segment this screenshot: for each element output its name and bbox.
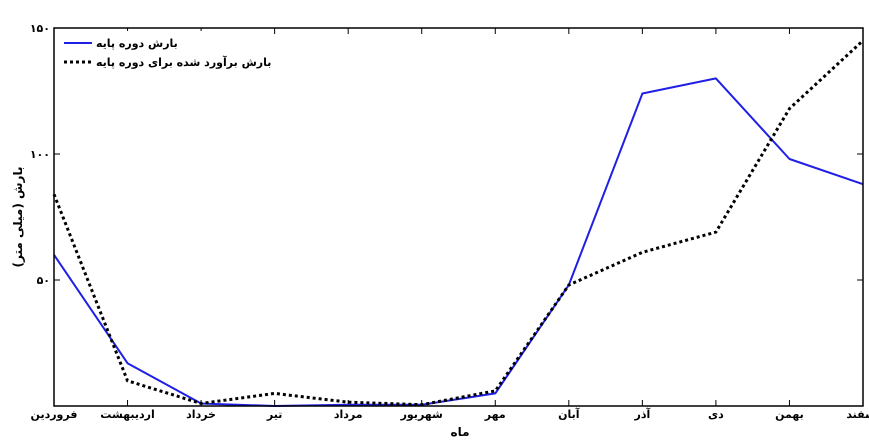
x-tick-label: بهمن	[775, 408, 804, 421]
x-tick-label: فروردین	[31, 408, 78, 421]
x-tick-label: اسفند	[846, 408, 869, 421]
legend-label-series-1: بارش دوره پایه	[96, 37, 178, 50]
x-axis-title: ماه	[450, 425, 469, 439]
x-tick-label: دی	[708, 408, 724, 421]
y-tick-label: ۱۰۰	[30, 148, 50, 161]
x-tick-label: اردیبهشت	[100, 408, 154, 421]
series-lines	[52, 39, 865, 407]
y-tick-label: ۵۰	[37, 274, 50, 287]
series-line-2	[52, 39, 865, 407]
plot-frame	[53, 27, 864, 407]
tick-labels: فروردین اردیبهشت خرداد تیر مرداد شهریور مهر آبا…	[30, 22, 869, 421]
x-tick-label: مهر	[484, 408, 506, 421]
x-tick-label: خرداد	[186, 408, 216, 421]
x-tick-label: آذر	[633, 407, 650, 421]
x-tick-label: آبان	[558, 407, 580, 421]
x-tick-label: شهریور	[400, 408, 443, 421]
legend-box	[58, 31, 268, 73]
plot-area	[54, 28, 863, 406]
y-axis-title: بارش (میلی متر)	[11, 167, 25, 268]
y-tick-label: ۱۵۰	[30, 22, 50, 35]
x-tick-label: تیر	[266, 408, 282, 421]
legend: بارش دوره پایه بارش برآورد شده برای دوره…	[58, 31, 271, 73]
x-tick-label: مرداد	[334, 408, 363, 421]
legend-label-series-2: بارش برآورد شده برای دوره پایه	[96, 55, 271, 69]
